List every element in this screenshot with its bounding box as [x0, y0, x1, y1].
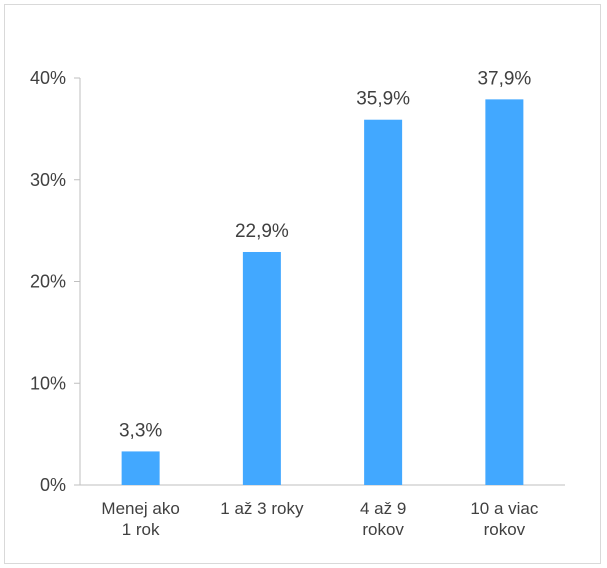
x-category-label-line: rokov	[362, 520, 404, 539]
x-category-label-line: 10 a viac	[470, 499, 539, 518]
bar	[121, 451, 160, 485]
y-tick-label: 0%	[40, 475, 66, 495]
y-tick-label: 20%	[30, 272, 66, 292]
x-category-label: 4 až 9 rokov	[360, 499, 406, 539]
x-category-label: Menej ako 1 rok	[101, 499, 179, 539]
y-tick-label: 30%	[30, 170, 66, 190]
bar	[364, 119, 403, 485]
x-category-label-line: Menej ako	[101, 499, 179, 518]
data-label: 37,9%	[477, 68, 531, 89]
y-tick-label: 10%	[30, 373, 66, 393]
x-category-label-line: 1 rok	[122, 520, 160, 539]
x-category-label-line: 4 až 9	[360, 499, 406, 518]
data-label: 3,3%	[119, 420, 162, 441]
y-tick-label: 40%	[30, 68, 66, 88]
x-category-label-line: rokov	[484, 520, 526, 539]
bar	[242, 251, 281, 485]
x-category-label-line: 1 až 3 roky	[220, 499, 304, 518]
x-category-label: 10 a viac rokov	[470, 499, 539, 539]
x-category-label: 1 až 3 roky	[220, 499, 304, 518]
data-label: 35,9%	[356, 89, 410, 110]
data-label: 22,9%	[235, 221, 289, 242]
bar	[485, 99, 524, 486]
